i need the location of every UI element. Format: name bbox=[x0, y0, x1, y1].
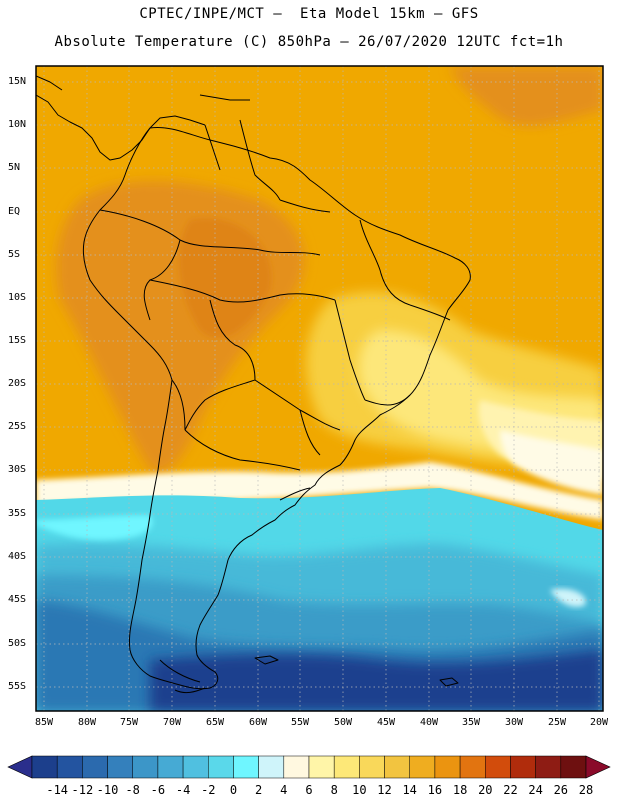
colorbar-label: 28 bbox=[578, 783, 594, 797]
lat-lon-grid bbox=[36, 66, 603, 711]
lon-label: 70W bbox=[162, 717, 182, 728]
lon-label: 85W bbox=[34, 717, 54, 728]
lon-label: 25W bbox=[547, 717, 567, 728]
colorbar-swatch bbox=[535, 755, 562, 779]
colorbar-swatch bbox=[308, 755, 335, 779]
colorbar-label: -6 bbox=[150, 783, 166, 797]
lat-label: 50S bbox=[8, 638, 27, 649]
coastlines bbox=[36, 75, 471, 694]
lon-label: 30W bbox=[504, 717, 524, 728]
lat-label: 25S bbox=[8, 421, 27, 432]
colorbar-swatch bbox=[560, 755, 587, 779]
lon-label: 55W bbox=[290, 717, 310, 728]
lat-label: 20S bbox=[8, 378, 27, 389]
lat-label: EQ bbox=[8, 206, 21, 217]
lat-label: 5N bbox=[8, 162, 21, 173]
colorbar-swatch bbox=[157, 755, 184, 779]
colorbar-swatch bbox=[510, 755, 536, 779]
colorbar-swatch bbox=[82, 755, 108, 779]
colorbar-label: -4 bbox=[175, 783, 191, 797]
colorbar-label: 26 bbox=[553, 783, 569, 797]
lat-label: 55S bbox=[8, 681, 27, 692]
colorbar-swatch bbox=[56, 755, 83, 779]
colorbar-swatch bbox=[182, 755, 209, 779]
colorbar-swatch bbox=[409, 755, 436, 779]
lat-label: 35S bbox=[8, 508, 27, 519]
colorbar-label: 10 bbox=[352, 783, 367, 797]
colorbar-swatch bbox=[459, 755, 486, 779]
lon-label: 20W bbox=[589, 717, 609, 728]
colorbar-label: 0 bbox=[229, 783, 238, 797]
map-title-line1: CPTEC/INPE/MCT – Eta Model 15km – GFS bbox=[139, 6, 479, 22]
colorbar-swatch bbox=[359, 755, 385, 779]
lon-label: 75W bbox=[119, 717, 139, 728]
colorbar-label: 6 bbox=[305, 783, 313, 797]
colorbar-label: 4 bbox=[280, 783, 288, 797]
lon-label: 50W bbox=[333, 717, 353, 728]
colorbar-swatch bbox=[107, 755, 133, 779]
colorbar-label: 18 bbox=[452, 783, 468, 797]
colorbar-label: -12 bbox=[71, 783, 94, 797]
colorbar-label: 2 bbox=[254, 783, 263, 797]
map-title-line2: Absolute Temperature (C) 850hPa – 26/07/… bbox=[54, 34, 564, 50]
colorbar-label: 20 bbox=[478, 783, 493, 797]
colorbar-label: -10 bbox=[96, 783, 119, 797]
colorbar-swatch bbox=[283, 755, 310, 779]
colorbar-swatch bbox=[485, 755, 511, 779]
colorbar-swatch bbox=[384, 755, 410, 779]
lon-label: 60W bbox=[248, 717, 268, 728]
lon-label: 35W bbox=[461, 717, 481, 728]
colorbar-swatch bbox=[208, 755, 234, 779]
colorbar-label: 24 bbox=[528, 783, 543, 797]
colorbar-swatch bbox=[333, 755, 360, 779]
lat-label: 15N bbox=[8, 76, 27, 87]
colorbar-swatch bbox=[132, 755, 159, 779]
colorbar-label: 16 bbox=[427, 783, 443, 797]
colorbar-swatch bbox=[233, 755, 259, 779]
lat-label: 40S bbox=[8, 551, 27, 562]
colorbar-label: 14 bbox=[402, 783, 417, 797]
colorbar-label: 12 bbox=[377, 783, 392, 797]
colorbar-low-arrow bbox=[7, 755, 33, 779]
map-frame bbox=[35, 65, 604, 712]
lat-label: 45S bbox=[8, 594, 27, 605]
colorbar-swatches bbox=[31, 755, 587, 779]
colorbar-swatch bbox=[258, 755, 285, 779]
lon-label: 80W bbox=[77, 717, 97, 728]
lat-label: 5S bbox=[8, 249, 21, 260]
lat-label: 10S bbox=[8, 292, 27, 303]
colorbar-high-arrow bbox=[585, 755, 611, 779]
colorbar bbox=[7, 755, 611, 779]
colorbar-label: -8 bbox=[125, 783, 140, 797]
lat-label: 30S bbox=[8, 464, 27, 475]
colorbar-swatch bbox=[434, 755, 461, 779]
colorbar-label: 22 bbox=[503, 783, 518, 797]
colorbar-label: -14 bbox=[46, 783, 69, 797]
lon-label: 40W bbox=[419, 717, 439, 728]
colorbar-label: 8 bbox=[330, 783, 338, 797]
lat-label: 10N bbox=[8, 119, 27, 130]
lat-label: 15S bbox=[8, 335, 27, 346]
lon-label: 45W bbox=[376, 717, 396, 728]
temperature-field bbox=[36, 66, 603, 711]
lon-label: 65W bbox=[205, 717, 225, 728]
colorbar-swatch bbox=[31, 755, 58, 779]
colorbar-label: -2 bbox=[201, 783, 216, 797]
